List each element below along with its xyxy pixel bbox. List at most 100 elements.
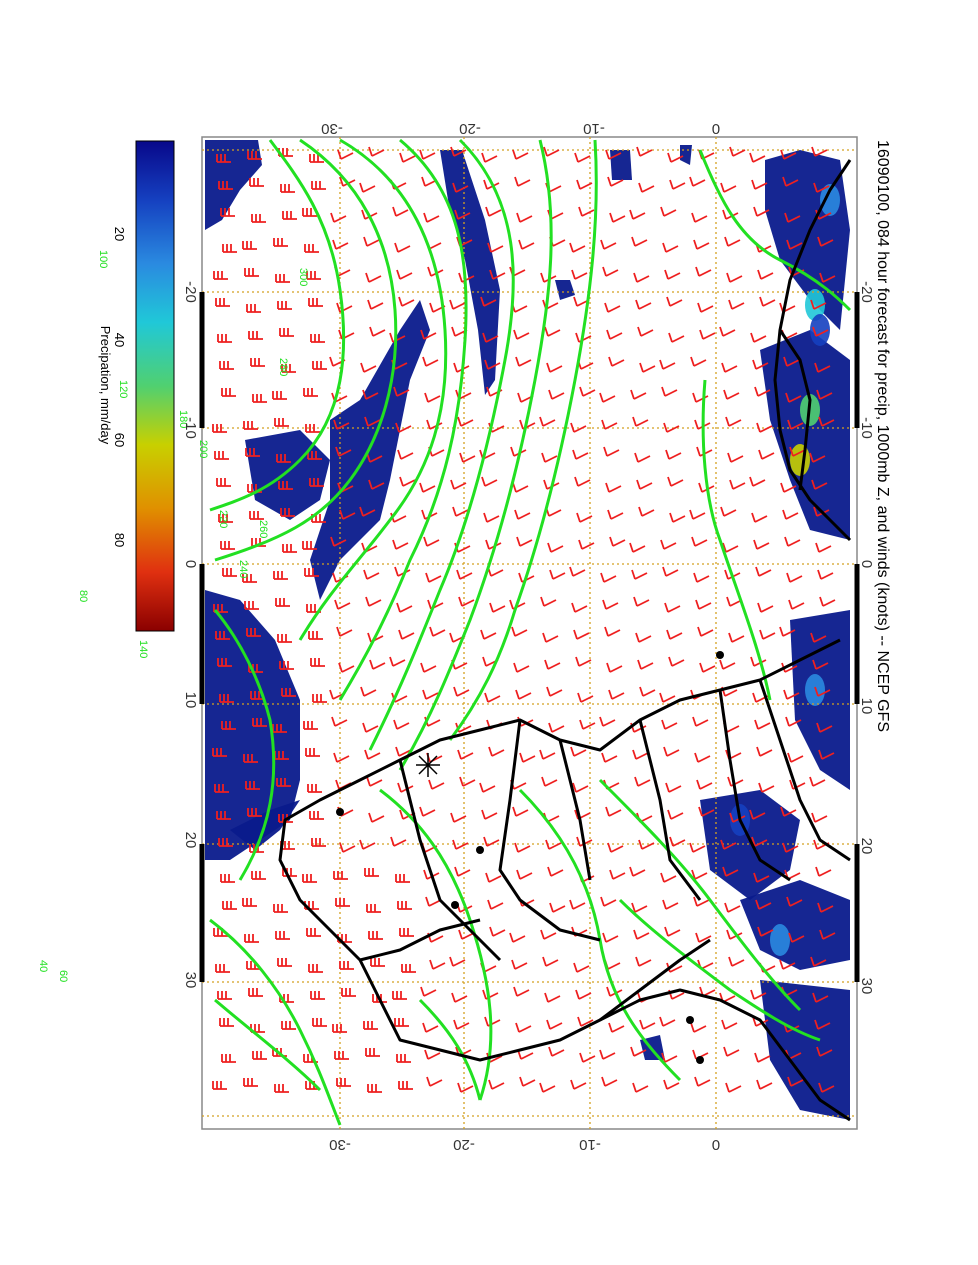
- wind-barb: [281, 364, 296, 373]
- wind-barb: [751, 836, 768, 847]
- wind-barb: [809, 452, 826, 463]
- wind-barb: [279, 328, 294, 337]
- coastline: [498, 719, 601, 942]
- wind-barb: [599, 716, 616, 727]
- wind-barb: [399, 928, 414, 937]
- wind-barb: [397, 449, 414, 460]
- wind-barb: [602, 932, 619, 943]
- wind-barb: [723, 1046, 740, 1057]
- wind-barb: [336, 626, 353, 637]
- wind-barb: [779, 626, 796, 637]
- top-tick-label: -20: [459, 120, 481, 137]
- wind-barb: [692, 716, 709, 727]
- wind-barb: [370, 958, 385, 967]
- wind-barb: [392, 991, 407, 1000]
- wind-barb: [689, 509, 706, 520]
- wind-barb: [423, 212, 440, 223]
- wind-barb: [664, 926, 681, 937]
- wind-barb: [578, 206, 595, 217]
- wind-barb: [395, 422, 412, 433]
- wind-barb: [309, 478, 324, 487]
- wind-barb: [787, 752, 804, 763]
- wind-barb: [399, 476, 416, 487]
- wind-barb: [724, 236, 741, 247]
- wind-barb: [332, 1024, 347, 1033]
- wind-barb: [666, 296, 683, 307]
- top-tick-label: 0: [712, 120, 720, 137]
- wind-barb: [751, 512, 768, 523]
- wind-barb: [724, 902, 741, 913]
- wind-barb: [579, 719, 596, 730]
- wind-barb: [606, 662, 623, 673]
- wind-barb: [570, 422, 587, 433]
- colorbar-tick-label: 60: [112, 433, 127, 447]
- wind-barb: [272, 724, 287, 733]
- wind-barb: [243, 1078, 258, 1087]
- wind-barb: [515, 356, 532, 367]
- wind-barb: [629, 209, 646, 220]
- wind-barb: [335, 898, 350, 907]
- wind-barb: [752, 359, 769, 370]
- wind-barb: [783, 689, 800, 700]
- wind-barb: [757, 926, 774, 937]
- wind-barb: [282, 868, 297, 877]
- wind-barb: [248, 988, 263, 997]
- wind-barb: [659, 692, 676, 703]
- wind-barb: [454, 209, 471, 220]
- wind-barb: [218, 181, 233, 190]
- wind-barb: [217, 991, 232, 1000]
- wind-barb: [547, 866, 564, 877]
- wind-barb: [669, 836, 686, 847]
- wind-barb: [659, 359, 676, 370]
- wind-barb: [668, 656, 685, 667]
- wind-barb: [276, 454, 291, 463]
- contour-label: 60: [57, 970, 69, 982]
- wind-barb: [814, 686, 831, 697]
- wind-barb: [369, 326, 386, 337]
- wind-barb: [280, 508, 295, 517]
- wind-barb: [302, 874, 317, 883]
- wind-barb: [484, 359, 501, 370]
- wind-barb: [275, 598, 290, 607]
- wind-barb: [815, 542, 832, 553]
- wind-barb: [782, 176, 799, 187]
- wind-barb: [213, 604, 228, 613]
- wind-barb: [725, 416, 742, 427]
- wind-barb: [519, 752, 536, 763]
- wind-barb: [608, 356, 625, 367]
- wind-barb: [813, 182, 830, 193]
- wind-barb: [663, 422, 680, 433]
- wind-barb: [720, 839, 737, 850]
- wind-barb: [607, 509, 624, 520]
- bottom-axis-labels: -30 -20 -10 0: [329, 1136, 720, 1153]
- wind-barb: [783, 356, 800, 367]
- wind-barb: [485, 872, 502, 883]
- coastline: [758, 679, 851, 862]
- wind-barb: [665, 782, 682, 793]
- wind-barb: [548, 722, 565, 733]
- wind-barb: [484, 692, 501, 703]
- wind-barb: [660, 206, 677, 217]
- wind-barb: [539, 749, 556, 760]
- wind-barb: [726, 272, 743, 283]
- wind-barb: [215, 631, 230, 640]
- wind-barb: [811, 812, 828, 823]
- wind-barb: [663, 746, 680, 757]
- wind-barb: [780, 482, 797, 493]
- wind-barb: [689, 176, 706, 187]
- wind-barb: [396, 269, 413, 280]
- wind-barb: [696, 446, 713, 457]
- wind-barb: [511, 959, 528, 970]
- wind-barb: [422, 689, 439, 700]
- wind-barb: [222, 568, 237, 577]
- wind-barb: [787, 1076, 804, 1087]
- wind-barb: [661, 386, 678, 397]
- wind-barb: [723, 389, 740, 400]
- wind-barb: [219, 361, 234, 370]
- wind-barb: [367, 299, 384, 310]
- wind-barb: [664, 602, 681, 613]
- wind-barb: [396, 602, 413, 613]
- wind-barb: [784, 536, 801, 547]
- wind-barb: [248, 331, 263, 340]
- wind-barb: [600, 572, 617, 583]
